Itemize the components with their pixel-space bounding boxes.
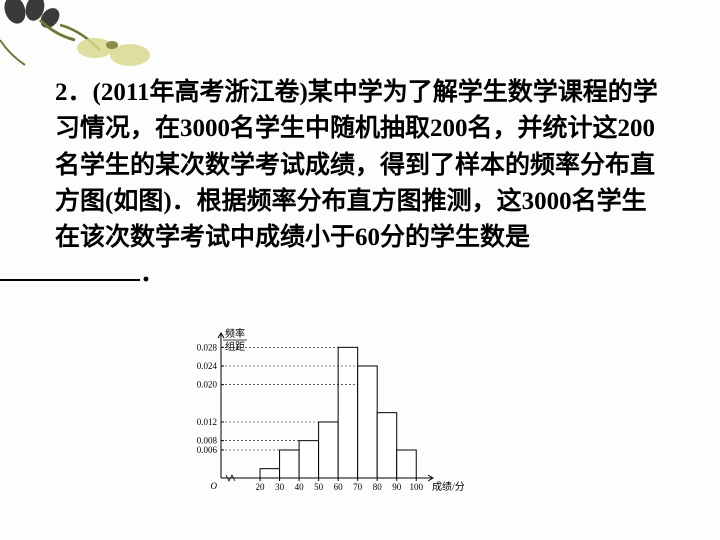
svg-text:30: 30 (275, 482, 285, 492)
svg-text:0.012: 0.012 (197, 417, 217, 427)
svg-text:0.024: 0.024 (197, 361, 218, 371)
answer-blank (0, 279, 140, 281)
svg-text:100: 100 (409, 482, 423, 492)
svg-text:O: O (211, 481, 218, 491)
svg-text:0.028: 0.028 (197, 342, 218, 352)
svg-text:组距: 组距 (225, 340, 245, 353)
svg-text:40: 40 (295, 482, 305, 492)
question-text: 2．(2011年高考浙江卷)某中学为了解学生数学课程的学习情况，在3000名学生… (55, 75, 670, 293)
svg-text:成绩/分: 成绩/分 (432, 480, 465, 493)
question-body: 2．(2011年高考浙江卷)某中学为了解学生数学课程的学习情况，在3000名学生… (55, 79, 658, 251)
histogram-svg: 频率组距0.0280.0240.0200.0120.0080.006O20304… (170, 328, 470, 508)
svg-text:90: 90 (392, 482, 402, 492)
svg-text:50: 50 (314, 482, 324, 492)
svg-text:70: 70 (353, 482, 363, 492)
svg-text:0.020: 0.020 (197, 380, 218, 390)
svg-text:20: 20 (256, 482, 265, 492)
svg-text:60: 60 (334, 482, 344, 492)
svg-text:频率: 频率 (225, 328, 245, 340)
svg-text:80: 80 (373, 482, 383, 492)
svg-text:0.006: 0.006 (197, 445, 218, 455)
histogram-chart: 频率组距0.0280.0240.0200.0120.0080.006O20304… (170, 328, 470, 508)
decoration-flowers (0, 0, 200, 75)
